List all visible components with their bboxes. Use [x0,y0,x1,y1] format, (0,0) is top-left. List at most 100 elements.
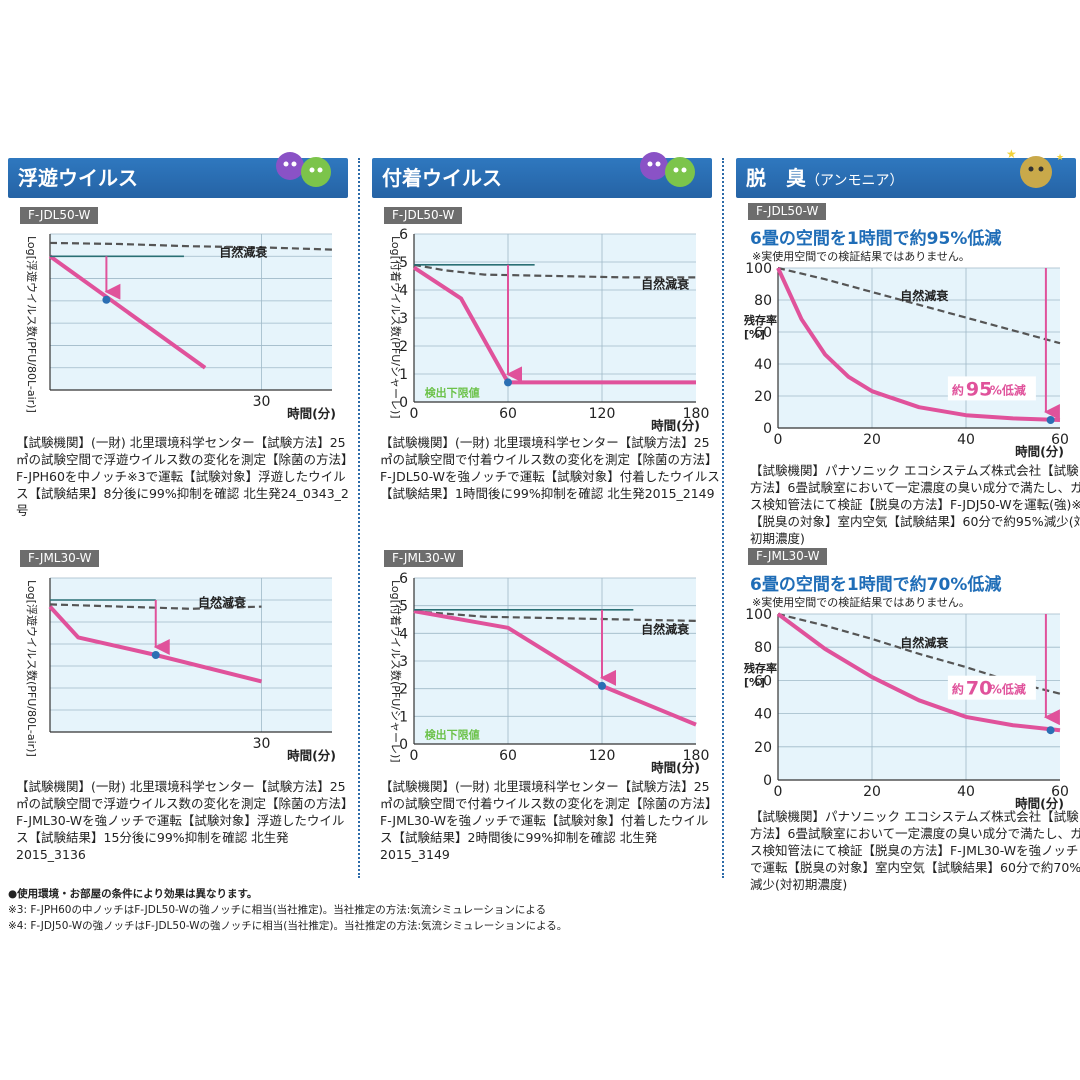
model-tag: F-JDL50-W [20,207,99,224]
measurement-point [151,651,160,659]
y-axis-label: 残存率 [744,313,777,327]
test-description: 【試験機関】(一財) 北里環境科学センター【試験方法】25㎥の試験空間で浮遊ウイ… [16,779,354,862]
x-tick-label: 120 [589,406,616,422]
result-note: ※実使用空間での検証結果ではありません。 [752,596,970,609]
result-note: ※実使用空間での検証結果ではありません。 [752,250,970,263]
product-line [776,612,1061,733]
y-axis-label: Log[付着ウイルス数(PFU/シャーレ)] [389,580,403,763]
y-tick-label: 5 [399,599,408,615]
y-tick-label: 100 [745,262,772,277]
x-axis-label: 時間(分) [1015,444,1064,458]
detection-limit-label: 検出下限値 [425,386,480,400]
footnote: ※4: F-JDJ50-Wの強ノッチはF-JDL50-Wの強ノッチに相当(当社推… [8,920,568,932]
y-tick-label: 4 [399,283,408,299]
chart-airborne-jml30: 30 時間(分) Log[浮遊ウイルス数(PFU/80L-air)] 自然減衰 [25,577,336,762]
section-subtitle: （アンモニア） [806,173,904,189]
section-title: 脱 臭 [746,166,806,190]
measurement-point [102,295,111,304]
svg-text:★: ★ [1056,153,1064,163]
natural-decay-label: 自然減衰 [198,595,247,610]
product-line [412,265,696,385]
x-axis-label: 時間(分) [1015,796,1064,810]
y-tick-label: 0 [763,421,772,437]
section-header: 浮遊ウイルス [8,152,348,198]
callout-background [947,675,1036,700]
x-axis-label: 時間(分) [651,760,700,774]
y-tick-label: 100 [745,608,772,623]
y-tick-label: 60 [754,325,772,341]
column-deodorization: 脱 臭（アンモニア） ★ ★ [736,147,1076,198]
y-tick-label: 80 [754,640,772,656]
natural-decay-label: 自然減衰 [219,244,268,259]
model-tag: F-JML30-W [748,548,828,565]
y-axis-label: Log[浮遊ウイルス数(PFU/80L-air)] [25,580,39,757]
y-tick-label: 2 [399,682,408,698]
y-tick-label: 4 [399,626,408,642]
x-tick-label: 40 [957,432,975,448]
product-line [48,254,207,370]
test-description: 【試験機関】(一財) 北里環境科学センター【試験方法】25㎥の試験空間で付着ウイ… [380,435,720,501]
callout-prefix: 約 [952,682,964,697]
y-axis-label: Log[付着ウイルス数(PFU/シャーレ)] [389,236,403,419]
natural-decay-label: 自然減衰 [641,621,690,636]
x-tick-label: 0 [774,432,783,448]
x-tick-label: 60 [1051,432,1069,448]
callout-prefix: 約 [952,382,964,397]
y-tick-label: 0 [399,395,408,411]
x-tick-label: 60 [499,406,517,422]
y-tick-label: 5 [399,255,408,271]
detection-limit-label: 検出下限値 [425,728,480,742]
test-description: 【試験機関】(一財) 北里環境科学センター【試験方法】25㎥の試験空間で浮遊ウイ… [16,435,354,518]
y-tick-label: 2 [399,339,408,355]
y-tick-label: 3 [399,654,408,670]
model-tag: F-JDL50-W [384,207,463,224]
column-separator [358,158,360,878]
measurement-point [598,681,606,690]
column-adhered-virus: 付着ウイルス [372,152,712,198]
test-description: 【試験機関】(一財) 北里環境科学センター【試験方法】25㎥の試験空間で付着ウイ… [380,779,718,862]
y-tick-label: 3 [399,311,408,327]
section-header: 付着ウイルス [372,152,712,198]
natural-decay-line [49,241,333,251]
model-tag: F-JML30-W [20,550,100,567]
y-axis-label: [%] [744,328,765,341]
y-tick-label: 6 [399,572,408,587]
product-line [776,267,1061,422]
y-tick-label: 6 [399,228,408,243]
natural-decay-line [413,610,697,622]
plot-area [50,234,332,390]
x-tick-label: 30 [253,394,271,410]
callout-number: 95 [966,378,992,400]
measurement-point [1046,416,1055,424]
x-axis-label: 時間(分) [287,748,336,762]
measurement-point [504,378,512,387]
y-axis-label: Log[浮遊ウイルス数(PFU/80L-air)] [25,236,39,413]
footnote: ●使用環境・お部屋の条件により効果は異なります。 [8,888,258,900]
y-tick-label: 40 [754,707,772,723]
section-header: 脱 臭（アンモニア） ★ ★ [736,147,1076,198]
germ-icon [640,152,695,187]
natural-decay-label: 自然減衰 [641,277,690,292]
callout-suffix: %低減 [990,382,1026,397]
result-headline: 6畳の空間を1時間で約95%低減 [750,229,1002,249]
natural-decay-line [777,266,1061,345]
column-airborne-virus: 浮遊ウイルス [8,152,348,198]
x-tick-label: 60 [1051,784,1069,800]
y-tick-label: 40 [754,357,772,373]
x-axis-label: 時間(分) [651,418,700,432]
x-tick-label: 30 [253,736,271,752]
model-tag: F-JML30-W [384,550,464,567]
x-tick-label: 0 [410,748,419,764]
x-tick-label: 180 [683,406,710,422]
y-tick-label: 0 [399,737,408,753]
natural-decay-label: 自然減衰 [900,635,949,650]
y-tick-label: 60 [754,673,772,689]
callout-background [947,376,1036,401]
y-tick-label: 20 [754,740,772,756]
x-tick-label: 0 [410,406,419,422]
x-tick-label: 60 [499,748,517,764]
